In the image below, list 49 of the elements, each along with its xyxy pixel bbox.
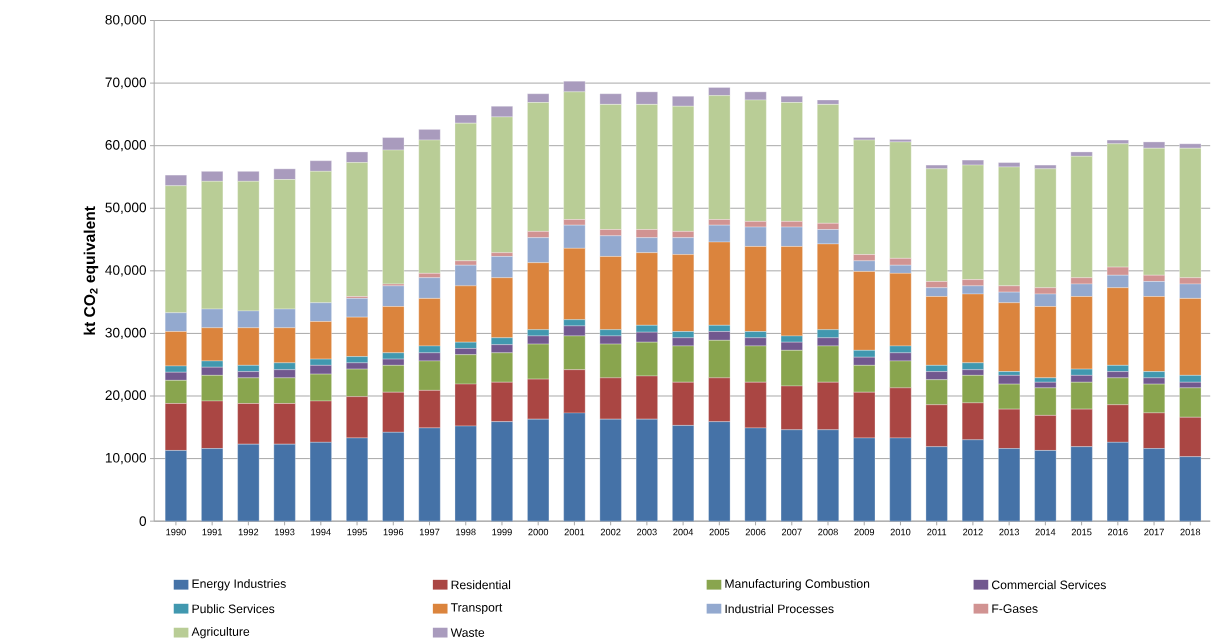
legend-label: Residential (451, 580, 511, 589)
y-tick-label: 50,000 (105, 202, 147, 214)
x-tick-label: 1991 (202, 528, 222, 536)
legend-label: Manufacturing Combustion (725, 578, 870, 591)
x-tick-label: 1996 (383, 528, 404, 536)
x-tick-label: 2007 (781, 528, 802, 536)
legend-label: Waste (450, 628, 485, 637)
x-tick-label: 1994 (311, 528, 331, 536)
x-tick-label: 2018 (1180, 528, 1201, 536)
x-tick-label: 1995 (347, 528, 367, 536)
y-tick-label: 70,000 (105, 77, 147, 89)
legend-label: Agriculture (191, 626, 250, 639)
y-tick-label: 0 (139, 516, 147, 526)
x-tick-label: 2013 (999, 528, 1020, 536)
x-tick-label: 2002 (600, 528, 621, 536)
x-tick-label: 2005 (709, 528, 730, 536)
x-tick-label: 1999 (492, 528, 512, 536)
x-tick-label: 2009 (854, 528, 875, 536)
y-tick-label: 10,000 (105, 452, 147, 465)
x-tick-label: 1998 (456, 528, 476, 536)
legend-label: F-Gases (992, 604, 1038, 613)
x-tick-label: 1990 (166, 528, 186, 536)
legend-label: Energy Industries (192, 578, 286, 591)
y-tick-label: 80,000 (105, 14, 147, 26)
x-tick-label: 2001 (564, 528, 585, 536)
x-tick-label: 2015 (1071, 528, 1092, 536)
x-tick-label: 1993 (275, 528, 295, 536)
legend-label: Industrial Processes (725, 603, 834, 613)
x-tick-label: 2006 (745, 528, 766, 536)
y-tick-label: 40,000 (105, 265, 147, 277)
x-tick-label: 1992 (238, 528, 259, 536)
legend-label: Public Services (192, 603, 275, 613)
x-tick-label: 2011 (927, 528, 947, 536)
legend-label: Commercial Services (991, 580, 1106, 589)
x-tick-label: 2012 (963, 528, 983, 536)
x-tick-label: 2017 (1144, 528, 1164, 536)
x-tick-label: 2003 (637, 528, 657, 536)
x-tick-label: 2000 (528, 528, 549, 536)
x-tick-label: 2004 (673, 528, 694, 536)
x-tick-label: 1997 (419, 528, 440, 536)
x-tick-label: 2016 (1107, 528, 1128, 536)
y-axis-title: kt CO$_{2}$ equivalent (83, 206, 99, 335)
y-tick-label: 20,000 (105, 390, 147, 402)
x-tick-label: 2008 (818, 528, 838, 536)
legend-label: Transport (450, 603, 503, 614)
y-tick-label: 60,000 (105, 139, 147, 152)
y-tick-label: 30,000 (105, 327, 147, 339)
x-tick-label: 2010 (890, 528, 911, 536)
x-tick-label: 2014 (1035, 528, 1056, 536)
